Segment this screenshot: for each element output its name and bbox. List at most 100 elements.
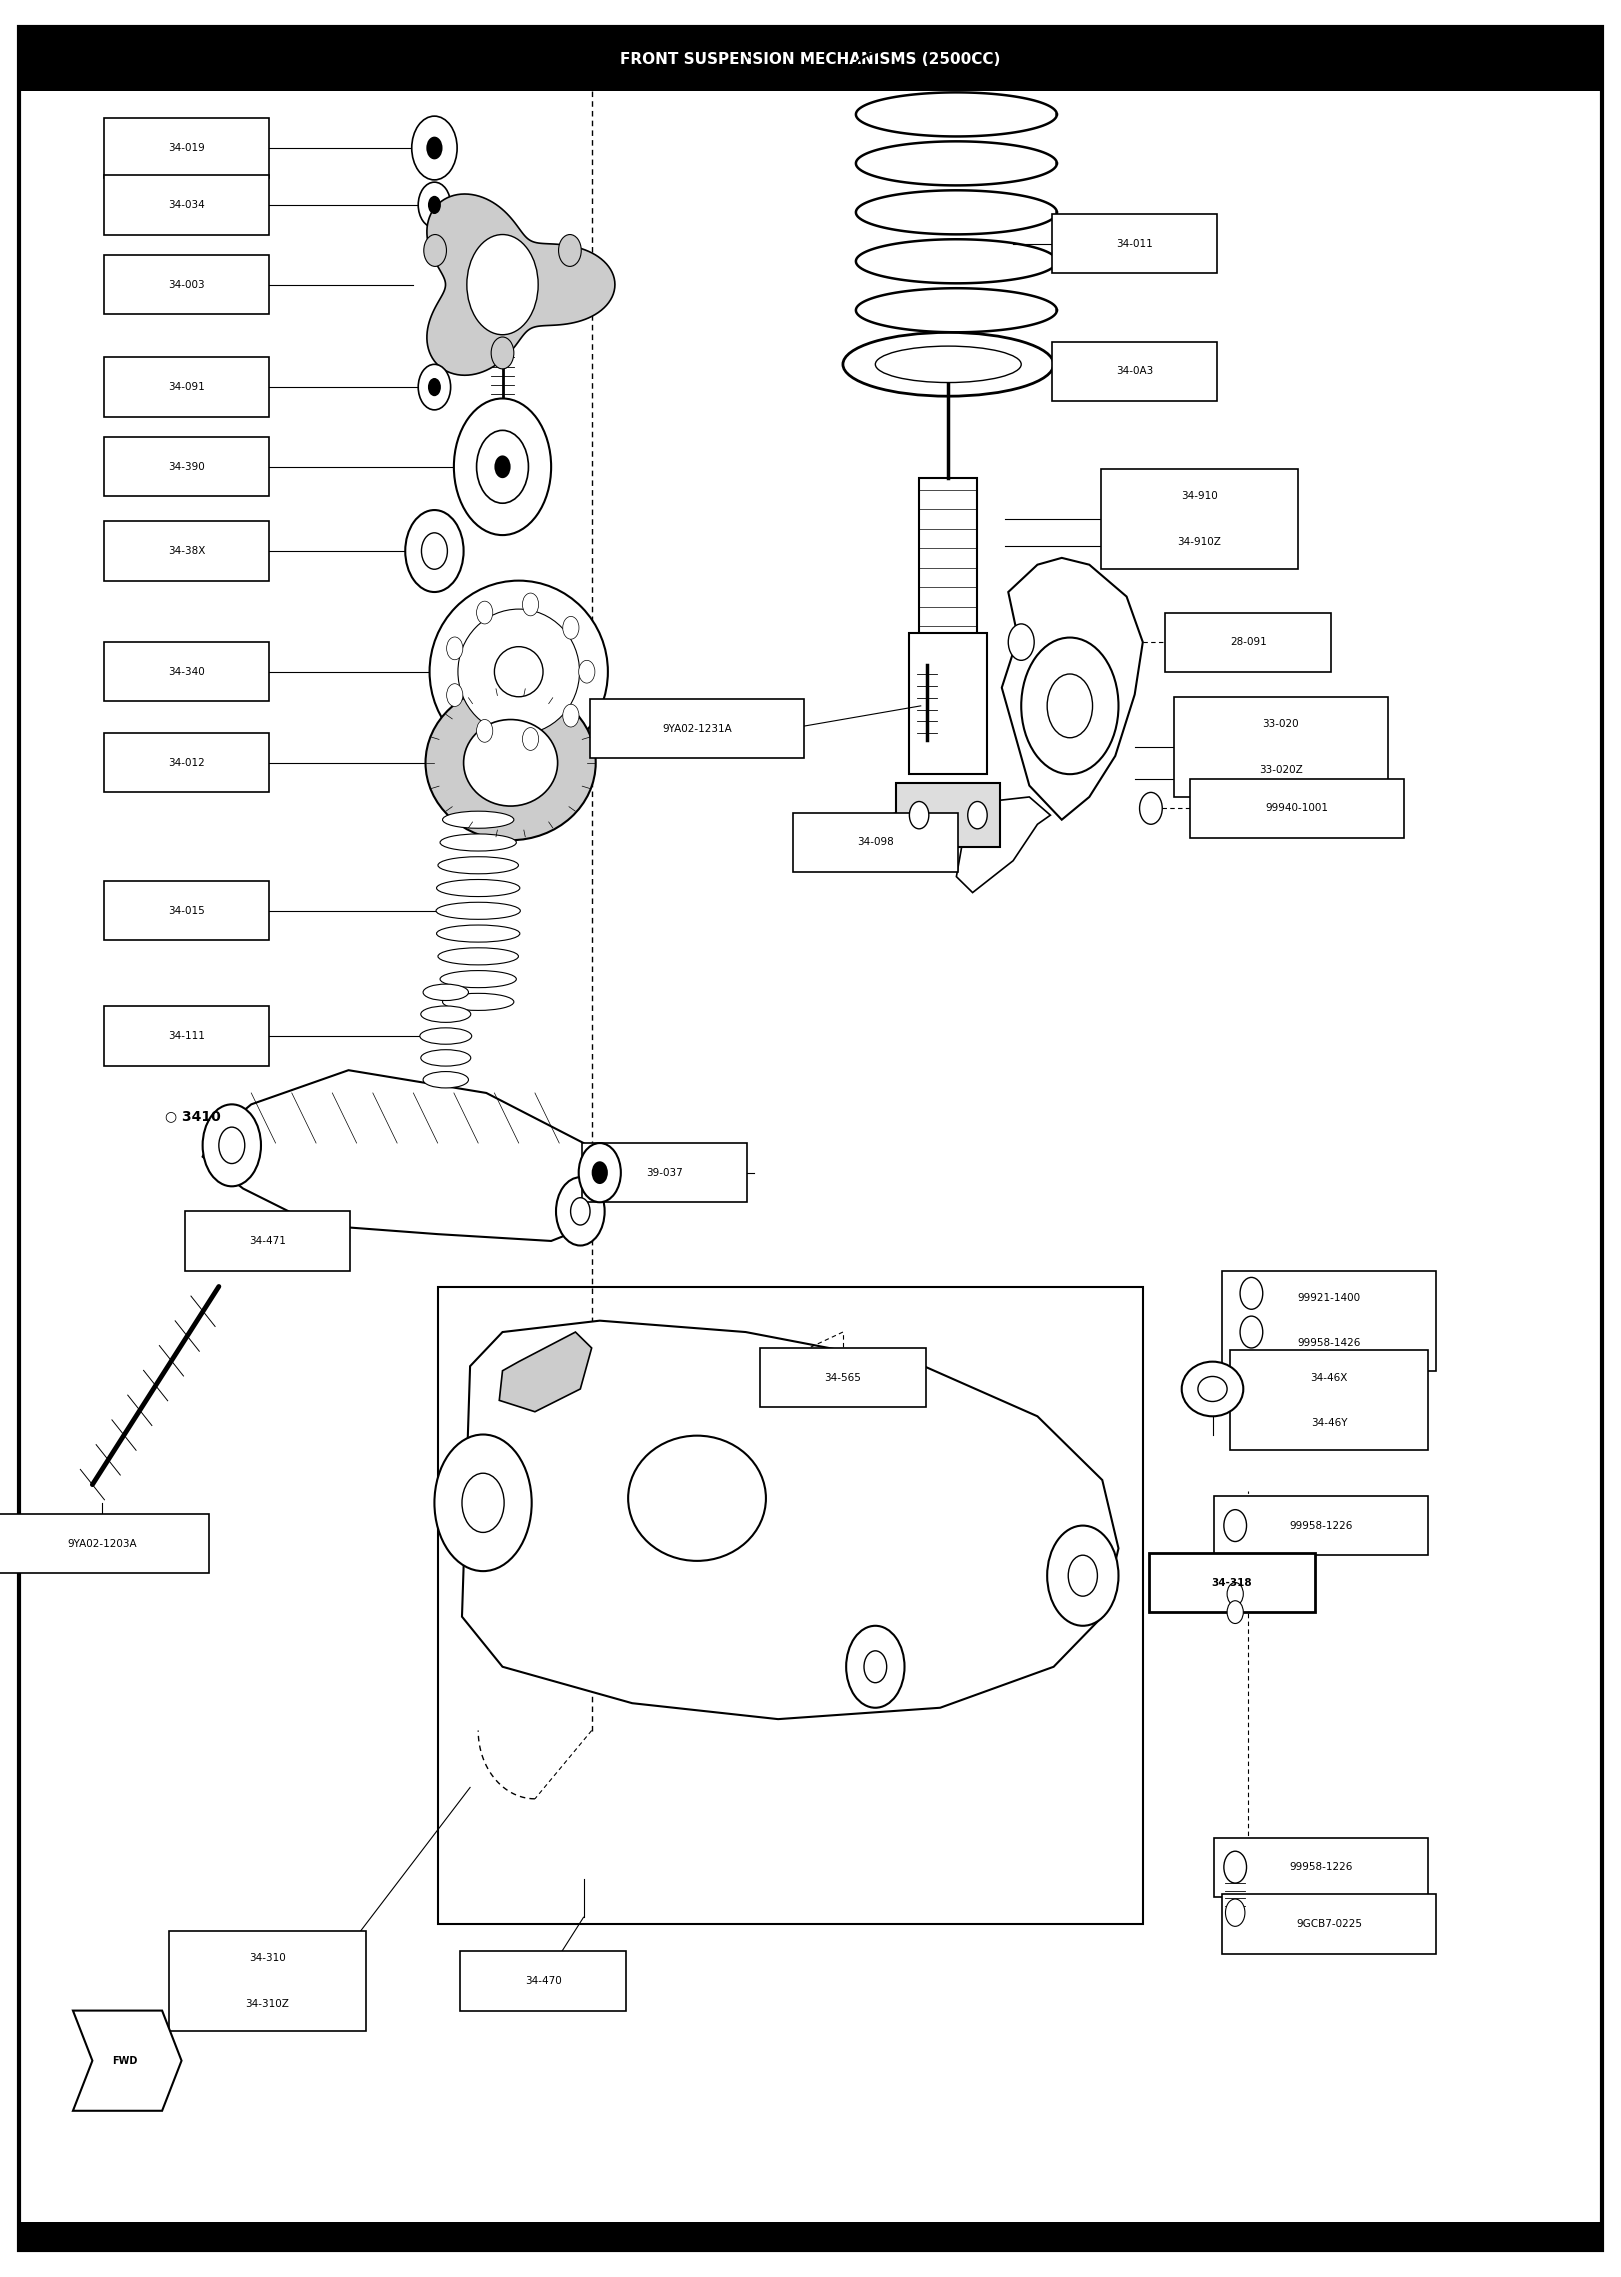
- FancyBboxPatch shape: [104, 1006, 269, 1066]
- Text: 34-46X: 34-46X: [1310, 1373, 1349, 1382]
- Circle shape: [592, 1161, 608, 1184]
- FancyBboxPatch shape: [185, 1211, 350, 1271]
- Text: 34-46Y: 34-46Y: [1311, 1419, 1347, 1428]
- Circle shape: [571, 1198, 590, 1225]
- FancyBboxPatch shape: [1230, 1350, 1428, 1450]
- Circle shape: [1224, 1851, 1247, 1883]
- Circle shape: [219, 1127, 245, 1164]
- Text: 9GCB7-0225: 9GCB7-0225: [1297, 1920, 1362, 1929]
- Circle shape: [462, 1473, 504, 1532]
- Text: FRONT SUSPENSION MECHANISMS (2500CC): FRONT SUSPENSION MECHANISMS (2500CC): [621, 52, 1000, 66]
- Circle shape: [428, 196, 441, 214]
- Ellipse shape: [457, 608, 580, 735]
- Polygon shape: [499, 1332, 592, 1412]
- Polygon shape: [426, 194, 614, 376]
- Circle shape: [1227, 1583, 1243, 1605]
- Text: 34-034: 34-034: [169, 200, 204, 209]
- Ellipse shape: [1182, 1362, 1243, 1416]
- Text: 34-910Z: 34-910Z: [1177, 537, 1222, 546]
- FancyBboxPatch shape: [169, 1931, 366, 2031]
- Circle shape: [562, 617, 579, 640]
- Circle shape: [447, 683, 464, 706]
- FancyBboxPatch shape: [104, 357, 269, 417]
- Bar: [896, 783, 1000, 847]
- FancyBboxPatch shape: [460, 1951, 626, 2011]
- FancyBboxPatch shape: [104, 437, 269, 496]
- Ellipse shape: [421, 1006, 470, 1022]
- Circle shape: [421, 533, 447, 569]
- Text: 34-471: 34-471: [250, 1236, 285, 1246]
- Circle shape: [203, 1104, 261, 1186]
- Text: ○ 3410: ○ 3410: [165, 1109, 220, 1123]
- Circle shape: [447, 638, 464, 660]
- Text: 34-015: 34-015: [169, 906, 204, 915]
- Bar: [19, 27, 1602, 91]
- Circle shape: [418, 182, 451, 228]
- Bar: [438, 1287, 1143, 1924]
- Circle shape: [467, 235, 538, 335]
- Text: 34-470: 34-470: [525, 1976, 561, 1986]
- FancyBboxPatch shape: [1052, 214, 1217, 273]
- Circle shape: [1225, 1899, 1245, 1926]
- Text: 34-003: 34-003: [169, 280, 204, 289]
- FancyBboxPatch shape: [1222, 1271, 1436, 1371]
- Text: 9YA02-1231A: 9YA02-1231A: [661, 724, 733, 733]
- Ellipse shape: [438, 947, 519, 965]
- FancyBboxPatch shape: [1222, 1894, 1436, 1954]
- Polygon shape: [956, 797, 1050, 893]
- Polygon shape: [462, 1321, 1118, 1719]
- FancyBboxPatch shape: [0, 1514, 209, 1573]
- FancyBboxPatch shape: [104, 521, 269, 581]
- Ellipse shape: [423, 1072, 468, 1088]
- FancyBboxPatch shape: [1052, 342, 1217, 401]
- Circle shape: [494, 455, 511, 478]
- Ellipse shape: [1198, 1375, 1227, 1400]
- Text: 99921-1400: 99921-1400: [1298, 1293, 1360, 1302]
- Circle shape: [1047, 1526, 1118, 1626]
- Text: 34-091: 34-091: [169, 383, 204, 392]
- Circle shape: [1021, 638, 1118, 774]
- FancyBboxPatch shape: [1149, 1553, 1315, 1612]
- Circle shape: [477, 720, 493, 742]
- Circle shape: [1227, 1601, 1243, 1624]
- Text: 34-012: 34-012: [169, 758, 204, 767]
- Ellipse shape: [494, 647, 543, 697]
- Circle shape: [579, 1143, 621, 1202]
- Circle shape: [423, 235, 446, 266]
- Polygon shape: [73, 2011, 182, 2111]
- Bar: [919, 478, 977, 638]
- Ellipse shape: [843, 332, 1054, 396]
- Circle shape: [522, 729, 538, 751]
- FancyBboxPatch shape: [104, 642, 269, 701]
- Text: 99958-1226: 99958-1226: [1289, 1863, 1354, 1872]
- Polygon shape: [1002, 558, 1143, 820]
- Text: 34-390: 34-390: [169, 462, 204, 471]
- Circle shape: [1224, 1510, 1247, 1542]
- Ellipse shape: [443, 811, 514, 829]
- Circle shape: [1240, 1316, 1263, 1348]
- Text: 34-310Z: 34-310Z: [245, 1999, 290, 2008]
- FancyBboxPatch shape: [104, 175, 269, 235]
- Text: FWD: FWD: [112, 2056, 138, 2065]
- Circle shape: [1047, 674, 1093, 738]
- FancyBboxPatch shape: [104, 118, 269, 178]
- Text: 99958-1426: 99958-1426: [1297, 1339, 1362, 1348]
- FancyBboxPatch shape: [793, 813, 958, 872]
- Text: 34-340: 34-340: [169, 667, 204, 676]
- Circle shape: [909, 802, 929, 829]
- FancyBboxPatch shape: [1101, 469, 1298, 569]
- FancyBboxPatch shape: [104, 881, 269, 940]
- Text: 99940-1001: 99940-1001: [1266, 804, 1328, 813]
- Bar: [19, 2222, 1602, 2250]
- Circle shape: [418, 364, 451, 410]
- Circle shape: [1068, 1555, 1097, 1596]
- Text: 34-318: 34-318: [1211, 1578, 1253, 1587]
- Ellipse shape: [464, 720, 558, 806]
- FancyBboxPatch shape: [1190, 779, 1404, 838]
- Text: 34-565: 34-565: [825, 1373, 861, 1382]
- Text: 33-020: 33-020: [1263, 720, 1298, 729]
- Text: 34-111: 34-111: [169, 1031, 204, 1041]
- Text: 28-091: 28-091: [1230, 638, 1266, 647]
- Circle shape: [428, 378, 441, 396]
- Ellipse shape: [436, 879, 520, 897]
